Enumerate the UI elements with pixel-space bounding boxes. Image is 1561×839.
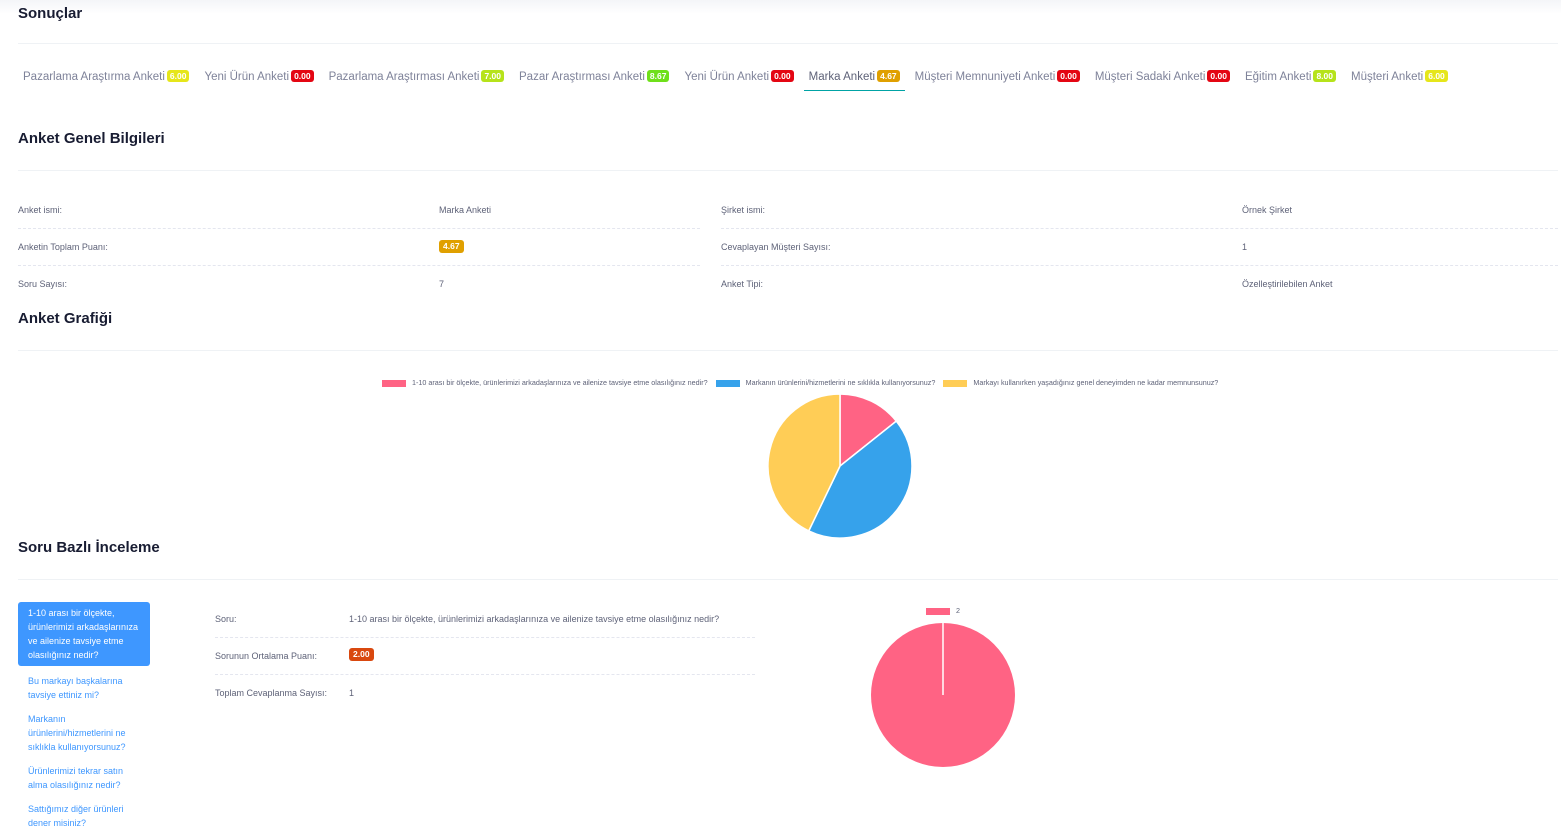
total-score-badge: 4.67 bbox=[439, 240, 464, 253]
row-divider bbox=[721, 265, 1558, 266]
tab-label: Müşteri Anketi bbox=[1351, 71, 1424, 83]
question-label: Soru: bbox=[215, 614, 237, 624]
score-badge: 8.67 bbox=[646, 70, 670, 82]
question-nav-item[interactable]: Ürünlerimizi tekrar satın alma olasılığı… bbox=[28, 766, 124, 790]
score-badge: 0.00 bbox=[771, 70, 794, 82]
question-count-label: Soru Sayısı: bbox=[18, 279, 68, 289]
row-divider bbox=[215, 637, 755, 638]
survey-tabs: Pazarlama Araştırma Anketi 6.00 Yeni Ürün … bbox=[18, 66, 1458, 96]
tab-survey[interactable]: Müşteri Sadaki Anketi 0.00 bbox=[1090, 66, 1235, 90]
tab-label: Müşteri Sadaki Anketi bbox=[1094, 71, 1206, 83]
score-badge: 7.00 bbox=[481, 70, 504, 82]
tab-label: Müşteri Memnuniyeti Anketi bbox=[914, 71, 1056, 83]
total-score-label: Anketin Toplam Puanı: bbox=[18, 242, 108, 252]
tab-label: Eğitim Anketi bbox=[1244, 71, 1312, 83]
tab-survey[interactable]: Pazarlama Araştırma Anketi 6.00 bbox=[18, 66, 194, 90]
divider bbox=[18, 350, 1558, 351]
company-name-value: Örnek Şirket bbox=[1242, 205, 1293, 215]
legend-item[interactable]: Markayı kullanırken yaşadığınız genel de… bbox=[943, 378, 1218, 387]
respondents-value: 1 bbox=[1242, 242, 1248, 252]
score-badge: 4.67 bbox=[877, 70, 900, 82]
chart-legend: 1-10 arası bir ölçekte, ürünlerimizi ark… bbox=[382, 378, 1218, 387]
respondents-label: Cevaplayan Müşteri Sayısı: bbox=[721, 242, 831, 252]
tab-survey-active[interactable]: Marka Anketi 4.67 bbox=[803, 66, 905, 91]
top-header-shadow bbox=[0, 0, 1561, 14]
tab-survey[interactable]: Müşteri Memnuniyeti Anketi 0.00 bbox=[910, 66, 1085, 90]
avg-score-value: 2.00 bbox=[349, 648, 374, 661]
question-nav-item[interactable]: Sattığımız diğer ürünleri dener misiniz? bbox=[28, 804, 124, 828]
section-title-chart: Anket Grafiği bbox=[18, 310, 113, 327]
pie-slice[interactable] bbox=[807, 420, 913, 539]
question-chart-legend: 2 bbox=[926, 606, 960, 615]
row-divider bbox=[721, 228, 1558, 229]
score-badge: 8.00 bbox=[1313, 70, 1336, 82]
question-count-value: 7 bbox=[439, 279, 445, 289]
question-nav-item[interactable]: Markanın ürünlerini/hizmetlerini ne sıkl… bbox=[28, 714, 126, 752]
score-badge: 0.00 bbox=[1057, 70, 1080, 82]
tab-survey[interactable]: Yeni Ürün Anketi 0.00 bbox=[199, 66, 318, 90]
score-badge: 0.00 bbox=[1207, 70, 1230, 82]
legend-item[interactable]: 1-10 arası bir ölçekte, ürünlerimizi ark… bbox=[382, 378, 708, 387]
survey-name-label: Anket ismi: bbox=[18, 205, 63, 215]
question-value: 1-10 arası bir ölçekte, ürünlerimizi ark… bbox=[349, 614, 720, 624]
tab-label: Marka Anketi bbox=[808, 71, 876, 83]
row-divider bbox=[215, 674, 755, 675]
tab-label: Pazarlama Araştırma Anketi bbox=[23, 71, 165, 83]
section-title-questions: Soru Bazlı İnceleme bbox=[18, 539, 160, 556]
score-badge: 0.00 bbox=[291, 70, 314, 82]
divider bbox=[18, 43, 1558, 44]
pie-slice[interactable] bbox=[767, 393, 841, 532]
tab-survey[interactable]: Pazarlama Araştırması Anketi 7.00 bbox=[324, 66, 509, 90]
legend-item[interactable]: Markanın ürünlerini/hizmetlerini ne sıkl… bbox=[715, 378, 936, 387]
tab-survey[interactable]: Yeni Ürün Anketi 0.00 bbox=[679, 66, 798, 90]
divider bbox=[18, 579, 1558, 580]
tab-label: Yeni Ürün Anketi bbox=[204, 71, 290, 83]
answer-count-value: 1 bbox=[349, 688, 355, 698]
survey-type-label: Anket Tipi: bbox=[721, 279, 764, 289]
tab-label: Yeni Ürün Anketi bbox=[684, 71, 770, 83]
legend-label: 2 bbox=[956, 606, 960, 615]
question-nav: 1-10 arası bir ölçekte, ürünlerimizi ark… bbox=[18, 602, 150, 838]
score-badge: 6.00 bbox=[166, 70, 190, 82]
legend-swatch bbox=[926, 607, 950, 615]
question-nav-item[interactable]: Bu markayı başkalarına tavsiye ettiniz m… bbox=[28, 676, 123, 700]
tab-label: Pazar Araştırması Anketi bbox=[519, 71, 645, 83]
legend-item[interactable]: 2 bbox=[926, 606, 960, 615]
legend-label: 1-10 arası bir ölçekte, ürünlerimizi ark… bbox=[412, 378, 708, 387]
pie-slice[interactable] bbox=[839, 393, 898, 468]
legend-swatch bbox=[715, 379, 740, 387]
row-divider bbox=[18, 228, 700, 229]
question-nav-item-active[interactable]: 1-10 arası bir ölçekte, ürünlerimizi ark… bbox=[18, 602, 150, 666]
legend-swatch bbox=[943, 379, 968, 387]
pie-slice[interactable] bbox=[871, 623, 1015, 767]
survey-name-value: Marka Anketi bbox=[439, 205, 492, 215]
avg-score-label: Sorunun Ortalama Puanı: bbox=[215, 651, 318, 661]
total-score-value: 4.67 bbox=[439, 240, 464, 253]
divider bbox=[18, 170, 1558, 171]
legend-label: Markanın ürünlerini/hizmetlerini ne sıkl… bbox=[745, 378, 936, 387]
tab-label: Pazarlama Araştırması Anketi bbox=[328, 71, 480, 83]
tab-survey[interactable]: Müşteri Anketi 6.00 bbox=[1346, 66, 1453, 90]
avg-score-badge: 2.00 bbox=[349, 648, 374, 661]
legend-label: Markayı kullanırken yaşadığınız genel de… bbox=[973, 378, 1219, 387]
section-title-general: Anket Genel Bilgileri bbox=[18, 130, 165, 147]
answer-count-label: Toplam Cevaplanma Sayısı: bbox=[215, 688, 328, 698]
legend-swatch bbox=[382, 379, 406, 387]
score-badge: 6.00 bbox=[1425, 70, 1448, 82]
tab-survey[interactable]: Pazar Araştırması Anketi 8.67 bbox=[514, 66, 674, 90]
row-divider bbox=[18, 265, 700, 266]
company-name-label: Şirket ismi: bbox=[721, 205, 766, 215]
survey-type-value: Özelleştirilebilen Anket bbox=[1242, 279, 1333, 289]
page-title: Sonuçlar bbox=[18, 5, 83, 22]
tab-survey[interactable]: Eğitim Anketi 8.00 bbox=[1240, 66, 1341, 90]
